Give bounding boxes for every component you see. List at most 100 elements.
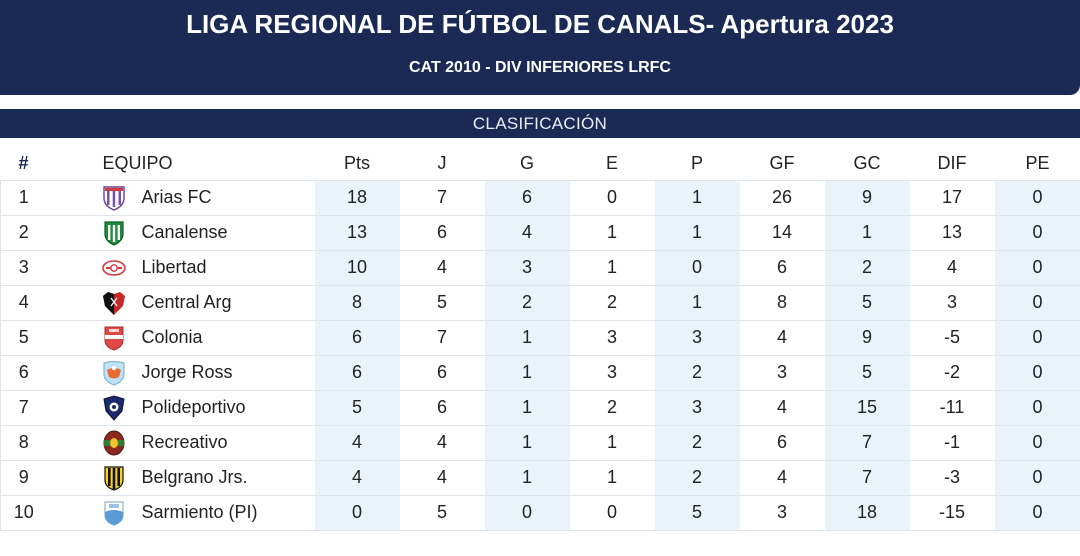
cell-pe: 0	[994, 424, 1080, 460]
cell-pe: 0	[994, 179, 1080, 215]
row-team: Sarmiento (PI)	[46, 494, 315, 531]
row-team: Belgrano Jrs.	[46, 459, 315, 495]
central-arg-crest-icon	[102, 290, 126, 316]
team-name: Canalense	[141, 222, 228, 242]
row-position: 9	[0, 459, 47, 495]
cell-e: 1	[569, 424, 655, 460]
cell-gc: 9	[824, 319, 910, 355]
cell-g: 1	[484, 389, 570, 425]
cell-dif: -11	[909, 389, 995, 425]
cell-p: 2	[654, 459, 740, 495]
table-row: 7 Polideportivo 5 6 1 2 3 4 15 -11 0	[0, 389, 1080, 425]
cell-pts: 6	[314, 354, 400, 390]
cell-p: 0	[654, 249, 740, 285]
cell-pts: 6	[314, 319, 400, 355]
cell-pts: 5	[314, 389, 400, 425]
team-name: Jorge Ross	[141, 362, 233, 382]
column-header-gc: GC	[853, 153, 881, 174]
cell-pe: 0	[994, 214, 1080, 250]
cell-p: 5	[654, 494, 740, 531]
cell-gc: 7	[824, 424, 910, 460]
colonia-crest-icon	[102, 325, 126, 351]
cell-pe: 0	[994, 459, 1080, 495]
row-position: 7	[0, 389, 47, 425]
cell-j: 5	[399, 284, 485, 320]
column-header-dif: DIF	[937, 153, 967, 174]
cell-e: 0	[569, 494, 655, 531]
cell-dif: 3	[909, 284, 995, 320]
cell-p: 1	[654, 179, 740, 215]
cell-pe: 0	[994, 354, 1080, 390]
cell-dif: -2	[909, 354, 995, 390]
libertad-crest-icon	[101, 255, 126, 281]
cell-gc: 5	[824, 354, 910, 390]
arias-fc-crest-icon	[102, 185, 126, 211]
column-header-pts: Pts	[343, 153, 370, 174]
row-team: Polideportivo	[46, 389, 315, 425]
cell-gc: 7	[824, 459, 910, 495]
row-team: Central Arg	[46, 284, 315, 320]
cell-g: 1	[484, 424, 570, 460]
page-title: LIGA REGIONAL DE FÚTBOL DE CANALS- Apert…	[186, 9, 894, 39]
team-name: Colonia	[141, 327, 203, 347]
cell-p: 2	[654, 424, 740, 460]
cell-g: 1	[484, 459, 570, 495]
row-team: Recreativo	[46, 424, 315, 460]
row-position: 8	[0, 424, 47, 460]
page-header: LIGA REGIONAL DE FÚTBOL DE CANALS- Apert…	[0, 0, 1080, 95]
cell-p: 3	[654, 389, 740, 425]
cell-j: 6	[399, 354, 485, 390]
belgrano-jrs-crest-icon	[102, 465, 126, 491]
cell-g: 6	[484, 179, 570, 215]
cell-j: 4	[399, 459, 485, 495]
table-row: 5 Colonia 6 7 1 3 3 4 9 -5 0	[0, 319, 1080, 355]
cell-p: 2	[654, 354, 740, 390]
column-header-e: E	[605, 153, 618, 174]
cell-j: 4	[399, 249, 485, 285]
cell-gf: 8	[739, 284, 825, 320]
table-row: 9 Belgrano Jrs. 4 4 1 1 2 4 7 -3 0	[0, 459, 1080, 495]
cell-j: 6	[399, 214, 485, 250]
jorge-ross-crest-icon	[102, 360, 126, 386]
cell-gc: 5	[824, 284, 910, 320]
cell-e: 3	[569, 354, 655, 390]
cell-g: 1	[484, 319, 570, 355]
cell-j: 7	[399, 319, 485, 355]
team-name: Sarmiento (PI)	[141, 502, 258, 522]
sarmiento-crest-icon	[102, 500, 126, 526]
cell-gc: 2	[824, 249, 910, 285]
column-header-team: EQUIPO	[102, 153, 173, 174]
cell-dif: 4	[909, 249, 995, 285]
table-row: 10 Sarmiento (PI) 0 5 0 0 5 3 18 -15 0	[0, 494, 1080, 531]
cell-gf: 4	[739, 319, 825, 355]
cell-g: 3	[484, 249, 570, 285]
cell-gc: 15	[824, 389, 910, 425]
row-position: 5	[0, 319, 47, 355]
cell-dif: 13	[909, 214, 995, 250]
column-header-gf: GF	[769, 153, 795, 174]
row-team: Colonia	[46, 319, 315, 355]
row-team: Arias FC	[46, 179, 315, 215]
cell-gf: 14	[739, 214, 825, 250]
row-position: 3	[0, 249, 47, 285]
cell-gf: 4	[739, 459, 825, 495]
cell-gf: 3	[739, 494, 825, 531]
cell-e: 1	[569, 214, 655, 250]
column-header-p: P	[690, 153, 703, 174]
column-header-position: #	[18, 153, 29, 174]
cell-pts: 4	[314, 459, 400, 495]
cell-j: 7	[399, 179, 485, 215]
polideportivo-crest-icon	[102, 394, 126, 421]
table-row: 8 Recreativo 4 4 1 1 2 6 7 -1 0	[0, 424, 1080, 460]
cell-j: 6	[399, 389, 485, 425]
cell-p: 3	[654, 319, 740, 355]
cell-gf: 6	[739, 424, 825, 460]
row-position: 2	[0, 214, 47, 250]
cell-e: 2	[569, 389, 655, 425]
row-team: Libertad	[46, 249, 315, 285]
standings-body: 1 Arias FC 18 7 6 0 1 26 9 17 0 2 Canalense 13 6 4 1 1 1…	[0, 179, 1080, 531]
cell-pts: 13	[314, 214, 400, 250]
canalense-crest-icon	[102, 220, 126, 246]
column-header-g: G	[519, 153, 534, 174]
page-subtitle: CAT 2010 - DIV INFERIORES LRFC	[409, 59, 671, 76]
